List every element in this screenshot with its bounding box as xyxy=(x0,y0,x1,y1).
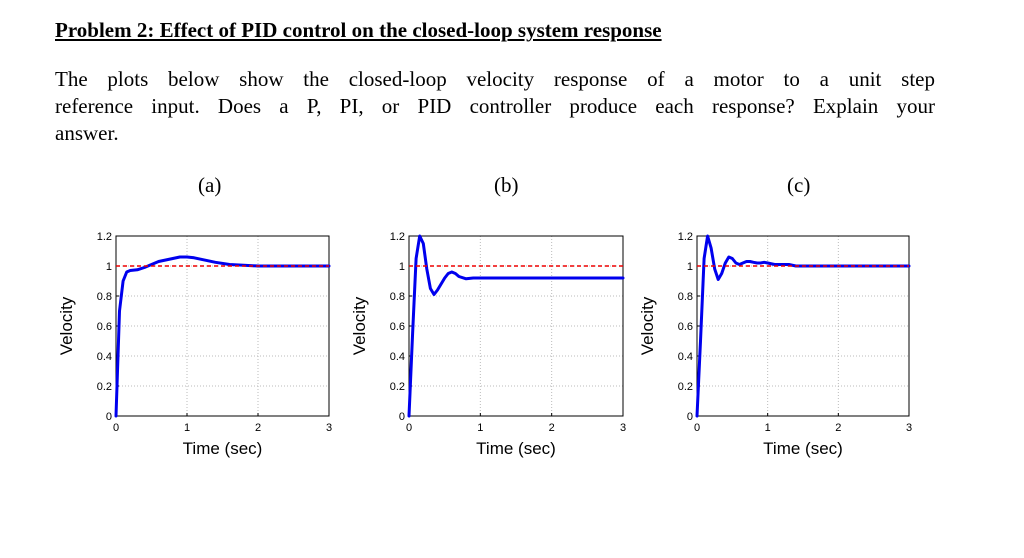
y-tick-label: 1 xyxy=(106,261,112,273)
x-tick-label: 2 xyxy=(255,422,261,434)
problem-title: Problem 2: Effect of PID control on the … xyxy=(55,18,662,42)
y-tick-label: 1 xyxy=(399,261,405,273)
y-tick-label: 0 xyxy=(106,411,112,423)
plot-area-b xyxy=(409,236,623,416)
y-axis-label: Velocity xyxy=(350,296,369,355)
y-tick-label: 1.2 xyxy=(97,231,112,243)
y-tick-label: 0.4 xyxy=(678,351,693,363)
y-tick-label: 1.2 xyxy=(390,231,405,243)
response-line xyxy=(114,255,331,418)
x-tick-label: 3 xyxy=(326,422,332,434)
y-tick-label: 0.2 xyxy=(390,381,405,393)
x-tick-label: 1 xyxy=(477,422,483,434)
x-axis-label: Time (sec) xyxy=(763,439,843,458)
panel-label-a: (a) xyxy=(198,173,222,197)
y-tick-label: 0.2 xyxy=(678,381,693,393)
y-tick-label: 1 xyxy=(687,261,693,273)
y-tick-label: 0.8 xyxy=(390,291,405,303)
y-tick-label: 0 xyxy=(687,411,693,423)
chart-b: 0 0.2 0.4 0.6 0.8 1 1.2 0 1 2 3 Time (sec) Velocity xyxy=(350,231,626,458)
y-tick-label: 0.6 xyxy=(97,321,112,333)
x-tick-label: 3 xyxy=(620,422,626,434)
y-tick-label: 0.8 xyxy=(678,291,693,303)
x-tick-label: 2 xyxy=(835,422,841,434)
y-axis-label: Velocity xyxy=(638,296,657,355)
y-axis-label: Velocity xyxy=(57,296,76,355)
x-tick-label: 0 xyxy=(113,422,119,434)
x-tick-label: 2 xyxy=(549,422,555,434)
statement-line-2: reference input. Does a P, PI, or PID co… xyxy=(55,94,935,118)
y-tick-label: 0.8 xyxy=(97,291,112,303)
problem-statement: The plots below show the closed-loop vel… xyxy=(55,66,935,147)
x-tick-label: 3 xyxy=(906,422,912,434)
y-tick-label: 1.2 xyxy=(678,231,693,243)
statement-line-3: answer. xyxy=(55,121,119,145)
y-tick-label: 0.6 xyxy=(678,321,693,333)
x-tick-label: 0 xyxy=(694,422,700,434)
x-axis-label: Time (sec) xyxy=(183,439,263,458)
x-tick-label: 1 xyxy=(765,422,771,434)
panel-label-c: (c) xyxy=(787,173,811,197)
y-tick-label: 0.4 xyxy=(390,351,405,363)
y-tick-label: 0.6 xyxy=(390,321,405,333)
x-tick-label: 1 xyxy=(184,422,190,434)
x-tick-label: 0 xyxy=(406,422,412,434)
y-tick-label: 0 xyxy=(399,411,405,423)
response-line xyxy=(407,234,625,418)
chart-c: 0 0.2 0.4 0.6 0.8 1 1.2 0 1 2 3 Time (sec) Velocity xyxy=(638,231,912,458)
x-axis-label: Time (sec) xyxy=(476,439,556,458)
panel-label-b: (b) xyxy=(494,173,519,197)
y-tick-label: 0.2 xyxy=(97,381,112,393)
y-tick-label: 0.4 xyxy=(97,351,112,363)
chart-a: 0 0.2 0.4 0.6 0.8 1 1.2 0 1 2 3 Time (sec) Velocity xyxy=(57,231,332,458)
statement-line-1: The plots below show the closed-loop vel… xyxy=(55,67,935,91)
